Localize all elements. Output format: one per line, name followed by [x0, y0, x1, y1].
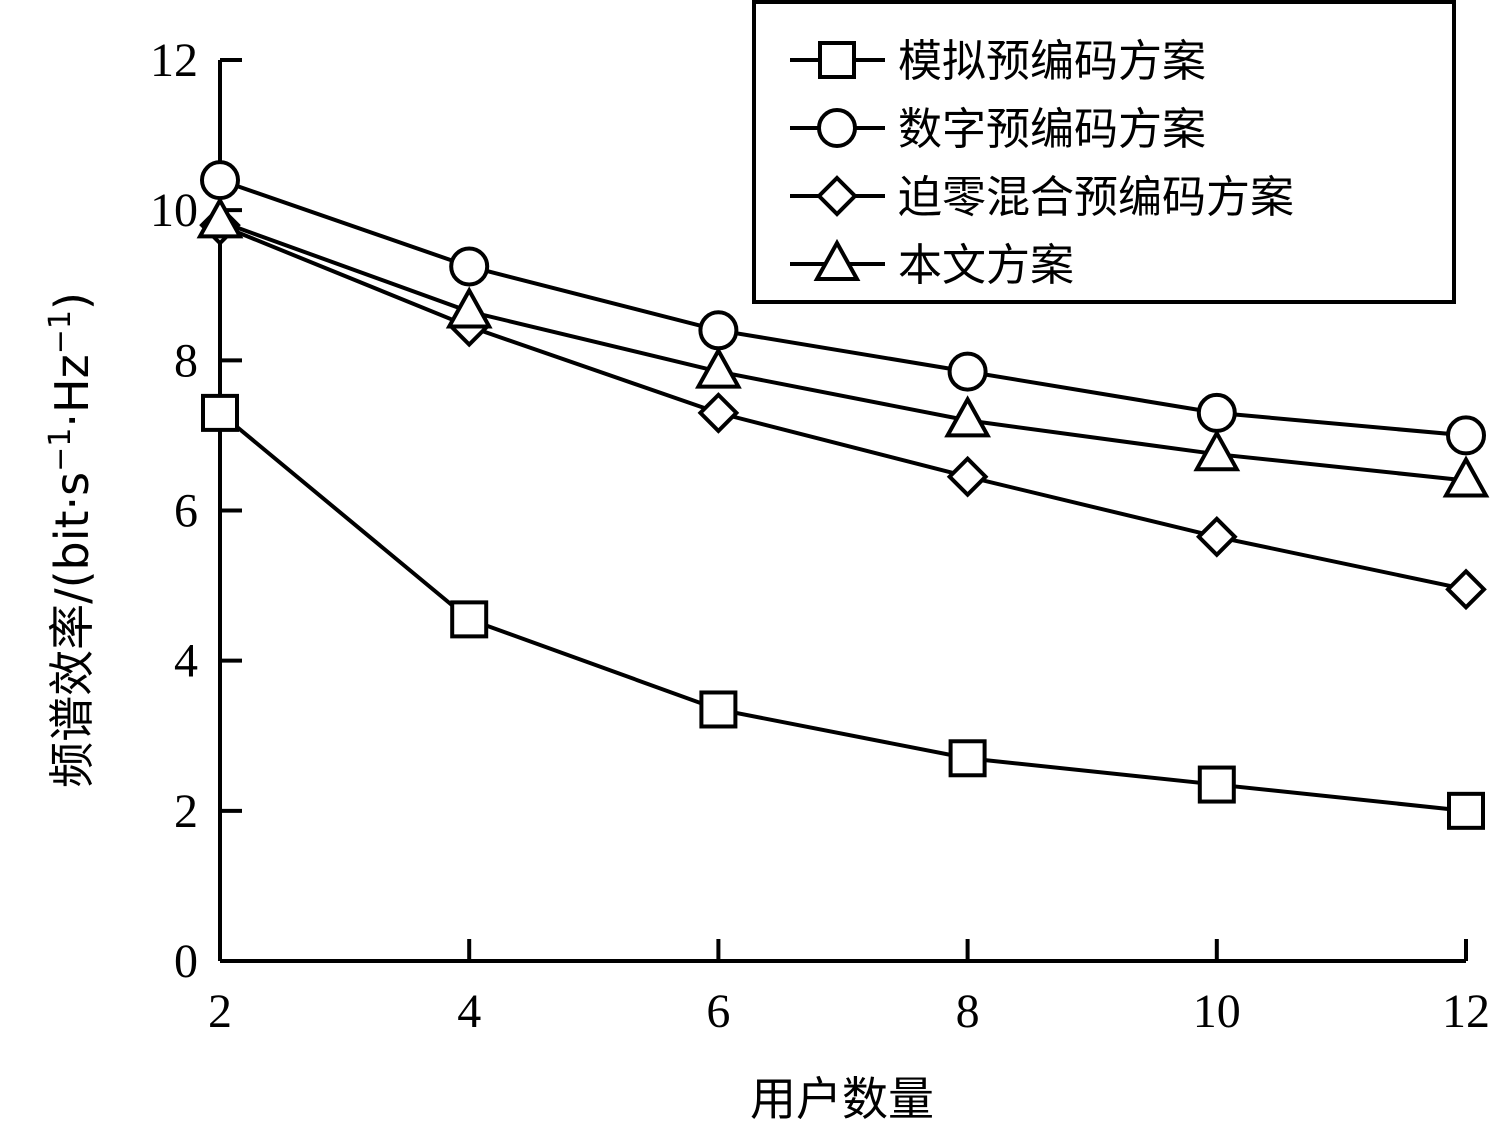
- series-layer: [196, 160, 1490, 830]
- square-point-12: [1447, 791, 1485, 830]
- diamond-point-8: [946, 455, 989, 498]
- y-tick-label-0: 0: [174, 935, 198, 988]
- series-line-triangle: [219, 219, 1467, 483]
- square-point-10: [1197, 765, 1236, 804]
- y-axis-title-unit2: ·Hz: [45, 354, 99, 427]
- y-tick-label-12: 12: [150, 34, 198, 87]
- legend-label-diamond: 迫零混合预编码方案: [898, 172, 1294, 223]
- y-tick-label-2: 2: [174, 785, 198, 838]
- y-axis-title: 频谱效率/(bit·s−1·Hz−1): [43, 292, 99, 788]
- y-tick-label-8: 8: [174, 334, 198, 387]
- legend-marker-circle-icon: [817, 108, 857, 148]
- triangle-point-12: [1442, 455, 1490, 498]
- y-tick-label-6: 6: [174, 485, 198, 538]
- circle-point-4: [449, 246, 490, 287]
- y-axis-title-main: 频谱效率/(bit·s: [45, 472, 99, 788]
- legend-label-square: 模拟预编码方案: [898, 36, 1206, 87]
- diamond-point-12: [1445, 568, 1487, 611]
- triangle-point-10: [1193, 429, 1241, 472]
- legend-label-triangle: 本文方案: [898, 240, 1074, 291]
- legend-label-circle: 数字预编码方案: [898, 104, 1206, 155]
- legend-marker-diamond-icon: [816, 175, 858, 217]
- circle-point-10: [1196, 392, 1237, 433]
- square-point-2: [201, 393, 239, 432]
- diamond-point-6: [697, 392, 740, 434]
- diamond-point-10: [1195, 515, 1238, 558]
- triangle-point-4: [445, 286, 493, 329]
- x-tick-label-2: 2: [208, 985, 232, 1038]
- series-line-diamond: [219, 223, 1467, 592]
- legend-box: [752, 0, 1456, 304]
- circle-point-12: [1446, 415, 1486, 456]
- series-line-square: [218, 411, 1467, 813]
- x-tick-label-4: 4: [457, 985, 481, 1038]
- y-axis-title-close: ): [45, 292, 99, 310]
- square-point-6: [699, 690, 738, 729]
- x-axis-title: 用户数量: [750, 1072, 934, 1126]
- legend-marker-triangle-icon: [813, 238, 861, 281]
- circle-point-2: [200, 160, 240, 201]
- x-tick-label-12: 12: [1442, 985, 1490, 1038]
- series-triangle: [196, 196, 1490, 498]
- y-axis-title-sup-2: −1: [43, 310, 78, 354]
- x-tick-label-6: 6: [706, 985, 730, 1038]
- circle-point-6: [698, 310, 739, 351]
- x-tick-label-10: 10: [1193, 985, 1241, 1038]
- x-tick-label-8: 8: [956, 985, 980, 1038]
- y-tick-label-10: 10: [150, 184, 198, 237]
- square-point-8: [948, 739, 987, 778]
- triangle-point-2: [196, 196, 244, 239]
- legend-marker-square-icon: [818, 41, 856, 79]
- square-point-4: [450, 600, 489, 639]
- y-tick-label-4: 4: [174, 635, 198, 688]
- series-square: [201, 393, 1485, 830]
- circle-point-8: [947, 351, 988, 392]
- series-circle: [200, 160, 1486, 456]
- triangle-point-8: [944, 395, 991, 438]
- series-line-circle: [219, 178, 1467, 438]
- y-axis-title-sup-1: −1: [43, 428, 78, 472]
- triangle-point-6: [695, 346, 742, 389]
